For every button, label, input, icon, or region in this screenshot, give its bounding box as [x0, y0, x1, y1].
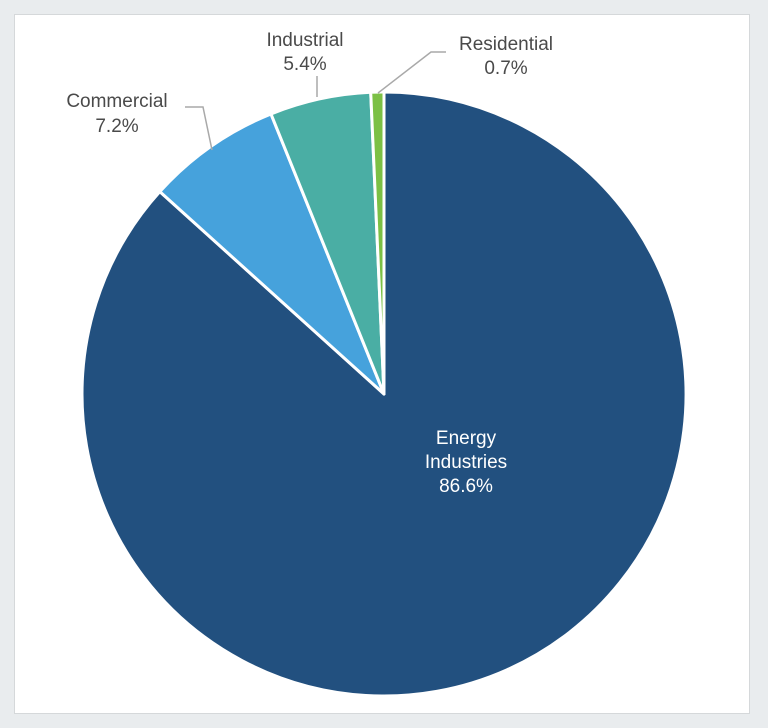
slice-value-label: 5.4% [283, 54, 326, 75]
leader-lines [185, 51, 446, 151]
slice-label-energy-industries: Energy Industries 86.6% [425, 428, 507, 497]
slice-label-residential: Residential 0.7% [459, 34, 553, 79]
pie-slice-residential [369, 90, 386, 396]
slice-name-label: Residential [459, 34, 553, 55]
slice-name-label: Commercial [66, 91, 167, 112]
slice-value-label: 0.7% [484, 58, 527, 79]
slice-name-label: Industrial [266, 30, 343, 51]
slice-value-label: 7.2% [95, 116, 138, 137]
slice-label-commercial: Commercial 7.2% [66, 91, 167, 137]
slice-name-label: Energy [436, 428, 497, 449]
slice-labels: Energy Industries 86.6% Commercial 7.2% Indus… [66, 30, 553, 497]
slice-label-industrial: Industrial 5.4% [266, 30, 343, 75]
leader-line-residential [377, 51, 446, 94]
slice-name-label: Industries [425, 452, 507, 473]
leader-line-commercial [185, 106, 213, 151]
pie-slices [80, 90, 688, 698]
slice-value-label: 86.6% [439, 476, 493, 497]
